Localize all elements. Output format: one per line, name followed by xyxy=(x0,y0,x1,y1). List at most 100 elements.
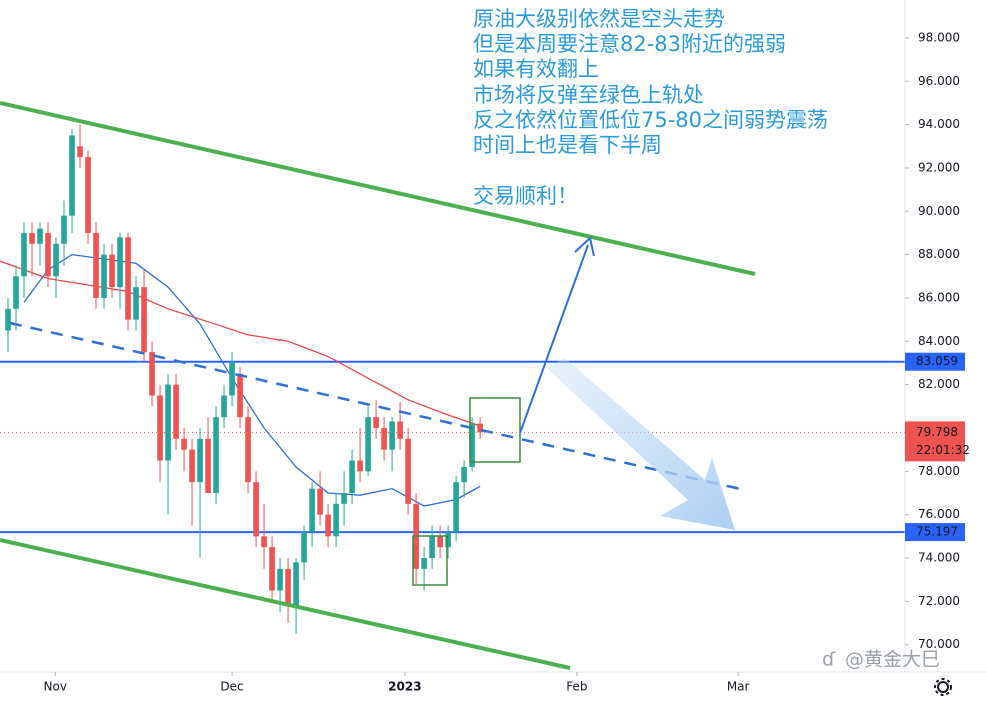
candle-body xyxy=(357,460,363,472)
candle-body xyxy=(333,503,339,537)
moving-average xyxy=(0,260,481,427)
candle-body xyxy=(293,562,299,606)
note-line: 市场将反弹至绿色上轨处 xyxy=(473,83,704,107)
watermark: @黄金大巳 xyxy=(845,649,940,671)
y-tick-label: 82.000 xyxy=(918,377,960,391)
x-tick-label: 2023 xyxy=(388,680,421,694)
candle-body xyxy=(101,254,107,298)
candle-body xyxy=(213,417,219,494)
candle-body xyxy=(125,237,131,320)
candle-body xyxy=(285,568,291,606)
candle-body xyxy=(389,421,395,450)
candle-body xyxy=(77,146,83,158)
price-label: 83.059 xyxy=(916,354,958,368)
candle-body xyxy=(197,438,203,483)
price-label-box xyxy=(905,352,965,371)
candle-body xyxy=(61,215,67,244)
x-tick-label: Feb xyxy=(566,680,587,694)
candle-body xyxy=(453,482,459,533)
note-line: 如果有效翻上 xyxy=(473,57,599,81)
candle-body xyxy=(85,157,91,233)
candle-body xyxy=(149,352,155,396)
candle-body xyxy=(461,466,467,483)
y-tick-label: 96.000 xyxy=(918,74,960,88)
candle-body xyxy=(157,395,163,461)
candle-body xyxy=(5,308,11,331)
candle-body xyxy=(189,449,195,483)
y-tick-label: 74.000 xyxy=(918,551,960,565)
candle-body xyxy=(381,427,387,450)
candle-body xyxy=(117,237,123,288)
candle-body xyxy=(301,532,307,563)
settings-icon[interactable] xyxy=(934,678,952,696)
down-arrow xyxy=(547,358,735,530)
candle-body xyxy=(309,488,315,533)
candle-body xyxy=(133,287,139,320)
x-tick-label: Mar xyxy=(727,680,750,694)
gear-teeth[interactable] xyxy=(934,678,952,696)
candle-body xyxy=(37,228,43,244)
candle-body xyxy=(253,482,259,537)
y-tick-label: 90.000 xyxy=(918,204,960,218)
candle-body xyxy=(269,547,275,591)
candle-body xyxy=(109,254,115,288)
candle-body xyxy=(237,373,243,418)
candle-body xyxy=(45,232,51,277)
annotation: 原油大级别依然是空头走势 但是本周要注意82-83附近的强弱 如果有效翻上 市场… xyxy=(473,7,828,208)
y-tick-label: 92.000 xyxy=(918,160,960,174)
candle-body xyxy=(373,417,379,428)
candle-body xyxy=(445,532,451,548)
candle-body xyxy=(341,493,347,504)
candle-body xyxy=(317,488,323,515)
candle-body xyxy=(13,276,19,309)
candle-body xyxy=(69,135,75,216)
candle-body xyxy=(405,438,411,504)
candle-body xyxy=(141,287,147,353)
x-tick-label: Nov xyxy=(44,680,67,694)
y-tick-label: 98.000 xyxy=(918,30,960,44)
candle-body xyxy=(53,243,59,277)
y-tick-label: 78.000 xyxy=(918,464,960,478)
candle-body xyxy=(429,536,435,559)
countdown-label: 22:01:32 xyxy=(916,443,970,457)
gear[interactable] xyxy=(937,681,949,693)
candle-body xyxy=(205,438,211,494)
channel-lower xyxy=(0,538,571,670)
watermark-icon: ɗ xyxy=(822,649,836,671)
candle-body xyxy=(21,232,27,277)
price-label: 75.197 xyxy=(916,525,958,539)
last-price-box xyxy=(905,421,965,462)
candle-body xyxy=(29,232,35,244)
candle-body xyxy=(173,384,179,439)
candle-body xyxy=(349,460,355,494)
candle-body xyxy=(93,232,99,298)
candle-body xyxy=(421,558,427,569)
price-label-box xyxy=(905,523,965,542)
note-line: 原油大级别依然是空头走势 xyxy=(473,7,725,31)
candle-body xyxy=(221,395,227,418)
note-line: 但是本周要注意82-83附近的强弱 xyxy=(473,32,786,56)
note-line: 时间上也是看下半周 xyxy=(473,133,662,157)
candle-body xyxy=(437,536,443,548)
highlight-box xyxy=(412,535,448,586)
y-tick-label: 86.000 xyxy=(918,290,960,304)
candle-body xyxy=(261,536,267,548)
y-tick-label: 94.000 xyxy=(918,117,960,131)
up-arrow xyxy=(519,236,595,434)
candle-body xyxy=(325,514,331,537)
candle-body xyxy=(181,438,187,450)
plot-area xyxy=(0,124,905,634)
note-line: 反之依然位置低位75-80之间弱势震荡 xyxy=(473,108,828,132)
candle-body xyxy=(165,384,171,461)
x-tick-label: Dec xyxy=(220,680,243,694)
candle-body xyxy=(477,423,483,433)
y-tick-label: 84.000 xyxy=(918,334,960,348)
y-tick-label: 70.000 xyxy=(918,637,960,651)
candle-body xyxy=(229,362,235,396)
last-price-label: 79.798 xyxy=(916,425,958,439)
note-footer: 交易顺利！ xyxy=(473,184,578,208)
candle-body xyxy=(469,423,475,467)
candle-body xyxy=(397,421,403,439)
